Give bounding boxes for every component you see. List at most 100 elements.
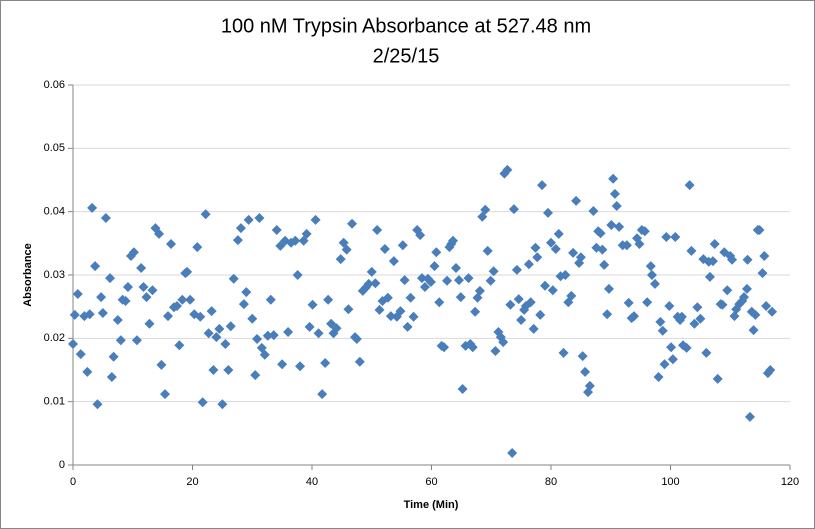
y-tick-label: 0.02	[44, 332, 65, 344]
point	[695, 313, 706, 324]
point	[676, 311, 687, 322]
point	[588, 206, 599, 217]
point	[106, 371, 117, 382]
point	[603, 283, 614, 294]
point	[243, 214, 254, 225]
y-tick-label: 0.04	[44, 206, 65, 218]
point	[457, 384, 468, 394]
point	[741, 283, 752, 294]
point	[657, 325, 668, 336]
point	[214, 323, 225, 334]
x-tick-label: 80	[545, 476, 557, 488]
point	[532, 252, 543, 263]
point	[750, 309, 761, 320]
point	[646, 270, 657, 280]
point	[553, 228, 564, 239]
point	[283, 327, 294, 337]
point	[761, 301, 772, 312]
point	[642, 297, 653, 308]
point	[171, 301, 182, 312]
point	[611, 200, 622, 211]
point	[82, 366, 93, 377]
y-tick-label: 0.06	[44, 79, 65, 91]
point	[241, 287, 252, 298]
point	[122, 282, 133, 293]
point	[131, 335, 142, 346]
point	[195, 311, 206, 322]
point	[623, 297, 634, 308]
point	[217, 399, 228, 410]
point	[68, 339, 78, 350]
point	[681, 342, 692, 353]
point	[550, 244, 561, 255]
point	[525, 297, 536, 308]
point	[485, 275, 496, 286]
point	[571, 195, 582, 206]
point	[108, 351, 119, 362]
point	[268, 330, 279, 341]
point	[72, 289, 83, 299]
point	[595, 228, 606, 239]
point	[463, 273, 474, 284]
point	[712, 373, 723, 384]
point	[453, 275, 464, 286]
point	[363, 278, 374, 289]
point	[439, 342, 450, 353]
point	[399, 275, 410, 286]
point	[379, 244, 390, 255]
point	[707, 256, 718, 267]
point	[323, 294, 334, 305]
point	[382, 292, 393, 303]
point	[655, 316, 666, 327]
point	[429, 261, 440, 272]
point	[528, 323, 539, 334]
point	[425, 276, 436, 287]
point	[128, 247, 139, 258]
point	[223, 365, 234, 375]
point	[138, 282, 149, 293]
point	[621, 240, 632, 251]
point	[467, 342, 478, 353]
point	[568, 247, 579, 258]
point	[474, 285, 485, 296]
point	[295, 361, 306, 372]
point	[575, 252, 586, 263]
point	[523, 259, 534, 270]
point	[513, 294, 524, 305]
point	[182, 266, 193, 277]
point	[156, 359, 167, 370]
point	[748, 325, 759, 336]
point	[290, 235, 301, 246]
point	[250, 370, 261, 381]
x-axis-title: Time (Min)	[404, 499, 459, 511]
point	[664, 301, 675, 312]
point	[84, 309, 95, 320]
point	[313, 328, 324, 339]
point	[335, 254, 346, 265]
point	[558, 347, 569, 358]
point	[185, 294, 196, 305]
point	[419, 282, 430, 293]
point	[729, 311, 740, 322]
point	[366, 266, 377, 277]
point	[310, 214, 321, 225]
point	[508, 204, 519, 215]
point	[602, 309, 613, 320]
point	[136, 263, 147, 274]
point	[301, 228, 312, 239]
point	[197, 397, 208, 408]
point	[530, 242, 541, 253]
point	[206, 306, 217, 317]
point	[147, 285, 158, 296]
point	[341, 244, 352, 255]
point	[165, 238, 176, 249]
x-tick-label: 60	[425, 476, 437, 488]
point	[163, 311, 174, 322]
point	[488, 266, 499, 277]
point	[577, 351, 588, 362]
point	[719, 247, 730, 258]
point	[608, 173, 619, 184]
point	[754, 225, 765, 236]
